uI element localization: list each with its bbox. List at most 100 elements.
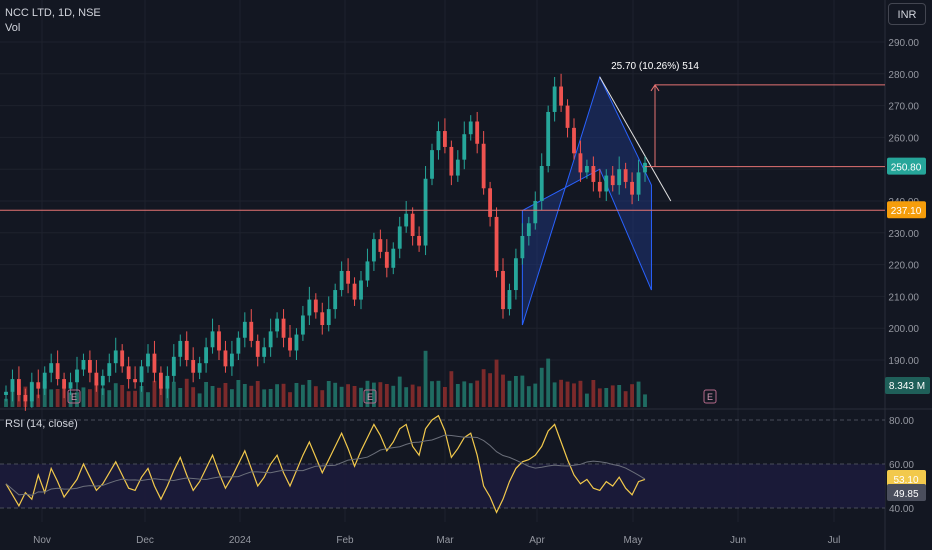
volume-bar [526, 386, 531, 407]
candle-body [630, 181, 635, 195]
volume-badge-bg [885, 377, 930, 394]
volume-bar [87, 389, 92, 407]
candle-body [262, 347, 267, 357]
candle-body [29, 382, 34, 402]
candle-body [242, 321, 247, 338]
candle-body [423, 178, 428, 246]
volume-bar [281, 383, 286, 407]
volume-bar [113, 383, 118, 407]
candle-body [520, 235, 525, 259]
time-tick-label: Apr [529, 535, 545, 546]
candle-body [494, 216, 499, 271]
rsi-line [5, 414, 646, 514]
rsi-tick-label: 40.00 [889, 504, 914, 515]
candle-body [468, 121, 473, 135]
candle-body [417, 235, 422, 246]
rsi-label: RSI (14, close) [5, 418, 78, 430]
candle-body [36, 382, 41, 389]
candle-body [346, 270, 351, 284]
time-tick-label: May [624, 535, 643, 546]
volume-bar [4, 398, 8, 407]
rsi-badge: 53.10 [893, 475, 918, 486]
rsi-ma-badge-bg [887, 484, 926, 501]
time-tick-label: 2024 [229, 535, 252, 546]
volume-bar [404, 387, 409, 407]
candle-body [4, 391, 8, 395]
candle-body [397, 226, 402, 249]
volume-bar [604, 388, 609, 407]
volume-bar [326, 381, 331, 407]
candle-body [184, 340, 189, 360]
candle-body [68, 382, 73, 389]
rsi-band-fill [0, 464, 885, 508]
measure-label: 25.70 (10.26%) 514 [611, 61, 699, 72]
candle-body [449, 146, 454, 176]
candle-body [462, 134, 467, 160]
volume-bar [81, 387, 86, 407]
candle-body [578, 153, 583, 173]
candle-body [62, 379, 67, 389]
candle-body [210, 331, 215, 348]
volume-bar [359, 387, 363, 407]
candle-body [300, 315, 305, 335]
candle-body [507, 290, 512, 310]
candle-body [352, 283, 357, 300]
volume-bar [397, 376, 402, 407]
volume-bar [236, 380, 241, 407]
volume-bar [133, 390, 138, 407]
volume-bar [423, 350, 428, 407]
volume-bar [636, 381, 641, 407]
volume-bar [352, 386, 357, 407]
earnings-marker-label: E [707, 392, 713, 402]
candle-body [171, 356, 176, 376]
volume-bar [223, 383, 228, 407]
volume-bar [378, 382, 383, 407]
volume-bar [191, 387, 196, 407]
volume-bar [565, 381, 570, 407]
volume-bar [152, 380, 157, 407]
volume-bar [507, 380, 512, 407]
candle-body [313, 299, 318, 313]
volume-bar [578, 380, 583, 407]
volume-bar [107, 390, 112, 407]
time-tick-label: Mar [436, 535, 454, 546]
volume-bar [591, 380, 596, 407]
earnings-marker [363, 389, 377, 404]
volume-bar [462, 381, 467, 407]
candle-body [326, 309, 331, 326]
candle-body [617, 169, 622, 186]
volume-bar [623, 391, 628, 407]
volume-bar [436, 380, 441, 407]
volume-bar [307, 380, 312, 407]
candle-body [255, 340, 260, 357]
volume-bar [184, 378, 189, 407]
volume-label: Vol [5, 22, 21, 34]
candle-body [197, 363, 202, 373]
candle-body [610, 175, 615, 186]
price-tick-label: 200.00 [888, 324, 919, 335]
volume-bar [229, 389, 234, 407]
candle-body [572, 127, 576, 154]
volume-bar [442, 387, 447, 407]
level-lines: 25.70 (10.26%) 514 [0, 61, 885, 211]
candle-body [55, 363, 60, 380]
candle-body [359, 280, 363, 300]
candle-body [442, 131, 447, 147]
candle-body [165, 375, 170, 389]
volume-bar [559, 379, 564, 407]
volume-bars [4, 350, 647, 407]
volume-bar [610, 385, 615, 407]
candle-body [113, 350, 118, 364]
candle-body [636, 172, 641, 195]
candle-body [488, 188, 493, 217]
currency-button[interactable]: INR [888, 3, 926, 25]
time-tick-label: Nov [33, 535, 51, 546]
candle-body [623, 169, 628, 182]
volume-bar [255, 381, 260, 407]
candle-body [475, 121, 480, 144]
volume-bar [533, 383, 538, 407]
candle-body [16, 379, 21, 395]
candle-body [100, 375, 105, 386]
rsi-ma-line [5, 434, 646, 496]
